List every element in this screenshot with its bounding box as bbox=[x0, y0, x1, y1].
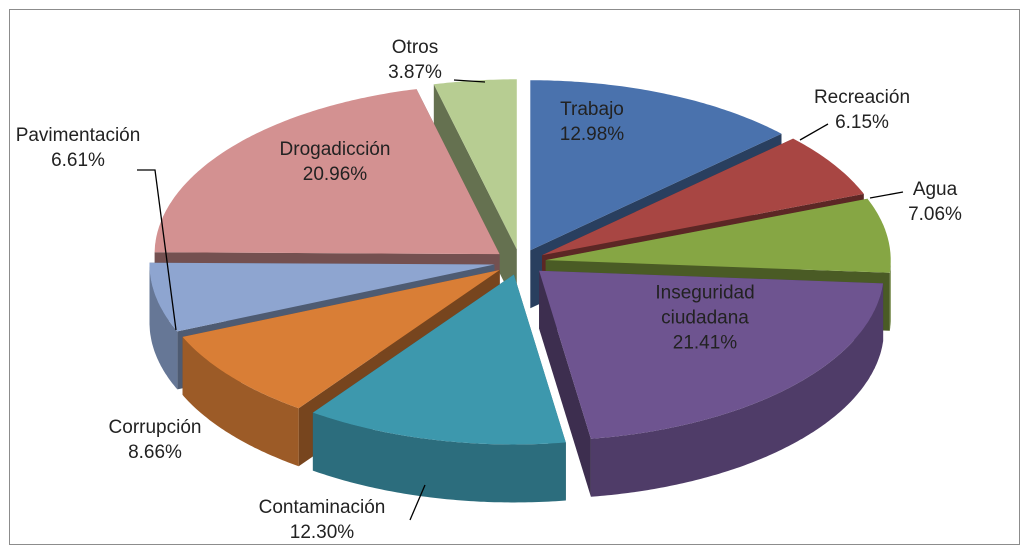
slice bbox=[182, 270, 500, 409]
slice bbox=[530, 80, 782, 251]
category-name: Trabajo bbox=[560, 99, 624, 120]
category-name: Inseguridad ciudadana bbox=[655, 282, 755, 329]
slice-outer-side bbox=[889, 260, 891, 331]
slice bbox=[433, 79, 517, 250]
value-label: 6.15% bbox=[835, 112, 889, 133]
slice-outer-side bbox=[182, 336, 299, 467]
slice bbox=[312, 274, 566, 445]
category-name: Agua bbox=[912, 179, 958, 200]
category-name: Otros bbox=[391, 37, 439, 58]
slice bbox=[542, 138, 864, 256]
value-label: 8.66% bbox=[128, 442, 182, 463]
slice-tops bbox=[149, 79, 891, 445]
value-label: 7.06% bbox=[908, 204, 962, 225]
slice-label: Otros 3.87% bbox=[365, 35, 465, 85]
slice-label: Pavimentación 6.61% bbox=[0, 123, 158, 173]
slice-side bbox=[539, 270, 591, 497]
value-label: 12.98% bbox=[559, 124, 625, 145]
slice-label: Contaminación 12.30% bbox=[222, 495, 422, 545]
category-name: Contaminación bbox=[258, 497, 386, 518]
slice-label: Trabajo 12.98% bbox=[537, 97, 647, 147]
category-name: Pavimentación bbox=[15, 125, 141, 146]
category-name: Recreación bbox=[813, 87, 911, 108]
value-label: 3.87% bbox=[388, 62, 442, 83]
category-name: Drogadicción bbox=[279, 139, 391, 160]
value-label: 20.96% bbox=[302, 164, 368, 185]
leader-line bbox=[453, 79, 486, 83]
slice-label: Agua 7.06% bbox=[885, 177, 985, 227]
slice-label: Drogadicción 20.96% bbox=[250, 137, 420, 187]
leader-line bbox=[799, 123, 829, 141]
slice bbox=[149, 262, 495, 332]
slice bbox=[545, 198, 891, 273]
leader-line bbox=[409, 484, 426, 521]
leader-line bbox=[869, 191, 904, 199]
slice-label: Inseguridad ciudadana 21.41% bbox=[625, 281, 785, 356]
value-label: 6.61% bbox=[51, 150, 105, 171]
leader-line bbox=[137, 169, 177, 331]
slice-outer-side bbox=[590, 283, 884, 497]
slice-label: Recreación 6.15% bbox=[792, 85, 932, 135]
slice bbox=[539, 270, 884, 439]
leader-lines bbox=[137, 79, 904, 521]
slice-outer-side bbox=[149, 264, 178, 390]
slice-label: Corrupción 8.66% bbox=[85, 415, 225, 465]
slice bbox=[154, 89, 500, 255]
category-name: Corrupción bbox=[108, 417, 202, 438]
value-label: 21.41% bbox=[672, 332, 738, 354]
slice-outer-side bbox=[312, 412, 566, 503]
value-label: 12.30% bbox=[289, 522, 355, 543]
